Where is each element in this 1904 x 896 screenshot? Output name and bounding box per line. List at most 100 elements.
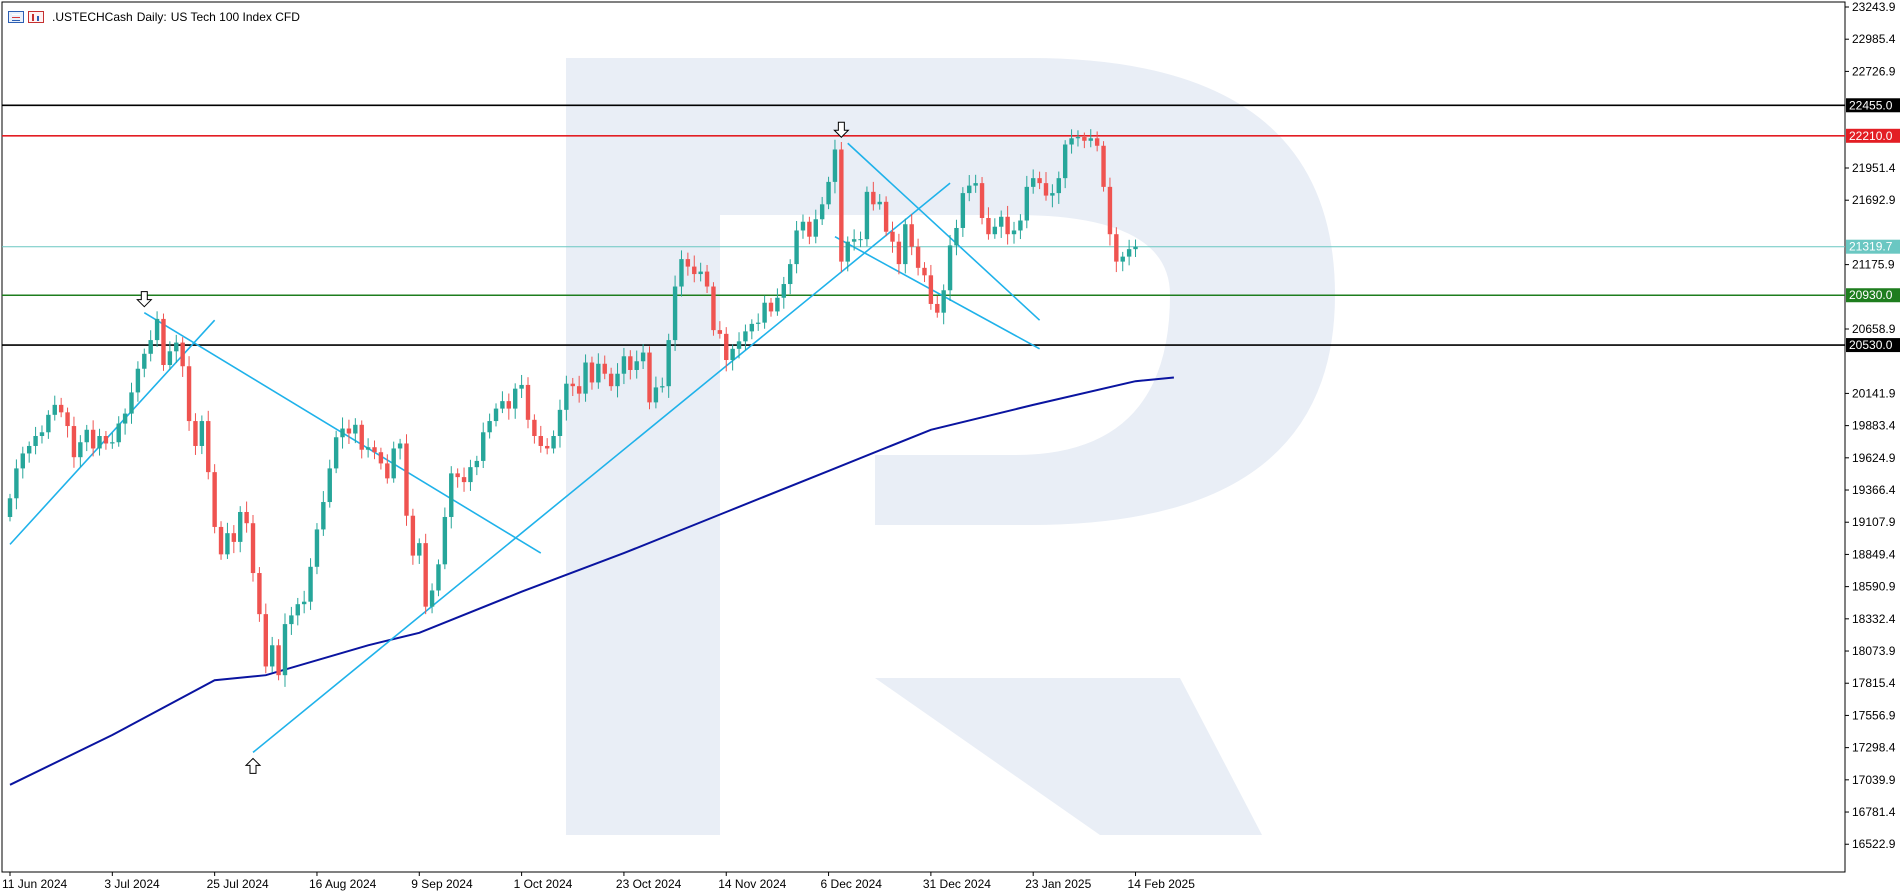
candle [1037, 171, 1042, 190]
candle-body [775, 297, 780, 312]
candle-body [711, 286, 716, 331]
y-axis-label: 19883.4 [1852, 419, 1896, 433]
candle-body [890, 231, 895, 242]
candle-body [84, 429, 89, 443]
candle [33, 426, 38, 455]
candle-body [762, 302, 767, 323]
candle-body [397, 443, 403, 449]
candle-body [436, 564, 441, 591]
candle [365, 438, 371, 458]
candle [90, 420, 96, 457]
candle-body [736, 341, 742, 349]
candle-body [947, 245, 953, 291]
candle [218, 521, 224, 560]
candle [404, 434, 409, 526]
candle-body [749, 323, 755, 332]
candle-body [493, 408, 499, 422]
candle-body [724, 333, 729, 361]
y-axis-label: 17556.9 [1852, 708, 1896, 722]
candle-body [129, 392, 134, 414]
candle-body [883, 201, 889, 232]
candle-body [1056, 178, 1061, 194]
y-axis-label: 20141.9 [1852, 386, 1896, 400]
price-tag-bg [1846, 288, 1900, 303]
candle-body [410, 515, 416, 556]
candle-body [97, 436, 102, 449]
candle-body [103, 436, 109, 444]
x-axis-label: 14 Nov 2024 [718, 877, 786, 891]
candle [506, 393, 512, 420]
candle [787, 259, 793, 295]
candle [794, 220, 799, 274]
candle-body [391, 448, 396, 479]
candle [71, 416, 77, 468]
candle-body [269, 645, 275, 667]
trendline-3 [252, 182, 951, 754]
candle-body [212, 472, 217, 527]
candle [832, 139, 838, 194]
candle-body [474, 460, 480, 468]
candle [212, 464, 217, 534]
candle [378, 447, 384, 470]
candle-body [1101, 145, 1106, 187]
candle-body [589, 362, 595, 383]
candle-body [960, 193, 966, 228]
candle-body [787, 264, 793, 285]
candle [1088, 129, 1093, 148]
candle [1101, 141, 1106, 192]
candle-body [442, 516, 448, 565]
candle-body [461, 477, 467, 483]
candle-body [52, 404, 57, 415]
candle-body [1011, 230, 1017, 235]
price-tag-bg [1846, 239, 1900, 254]
candle-body [333, 437, 339, 469]
y-axis-label: 17815.4 [1852, 676, 1896, 690]
y-axis-label: 21175.9 [1852, 258, 1895, 272]
candle-body [986, 218, 991, 235]
down-arrow-icon [833, 121, 850, 138]
candle-body [640, 352, 646, 362]
candle [813, 209, 818, 244]
candle [206, 410, 211, 480]
candle [979, 177, 985, 225]
candle [436, 559, 441, 597]
up-arrow-icon [244, 757, 262, 774]
candle-body [7, 498, 13, 517]
price-tag-bg [1846, 98, 1900, 113]
candle-body [167, 351, 173, 366]
candle [110, 432, 115, 449]
candle [481, 422, 486, 469]
candle-body [58, 404, 64, 413]
candle [167, 341, 173, 370]
y-axis-label: 16781.4 [1852, 805, 1896, 819]
y-axis-label: 21951.4 [1852, 161, 1896, 175]
candle [960, 187, 966, 237]
candle [7, 493, 13, 522]
candle [14, 459, 19, 510]
candle [1082, 132, 1087, 149]
candle [941, 284, 946, 325]
price-tag-bg [1846, 338, 1900, 353]
candle [52, 395, 57, 421]
candle [372, 440, 377, 460]
candle [679, 250, 684, 297]
candle [621, 347, 627, 385]
candle [532, 414, 537, 444]
candle [289, 606, 294, 635]
candle [103, 431, 109, 450]
candle [429, 583, 435, 614]
candle-body [1075, 137, 1081, 139]
candle [666, 333, 671, 398]
candle [864, 186, 870, 247]
candle [519, 374, 524, 399]
candle-body [1114, 234, 1119, 262]
candle-body [685, 259, 691, 267]
candle-body [1069, 138, 1074, 145]
y-axis-label: 16522.9 [1852, 837, 1896, 851]
candle [915, 238, 921, 276]
candle-body [1050, 193, 1055, 196]
candle [781, 276, 786, 309]
candle [161, 313, 166, 371]
